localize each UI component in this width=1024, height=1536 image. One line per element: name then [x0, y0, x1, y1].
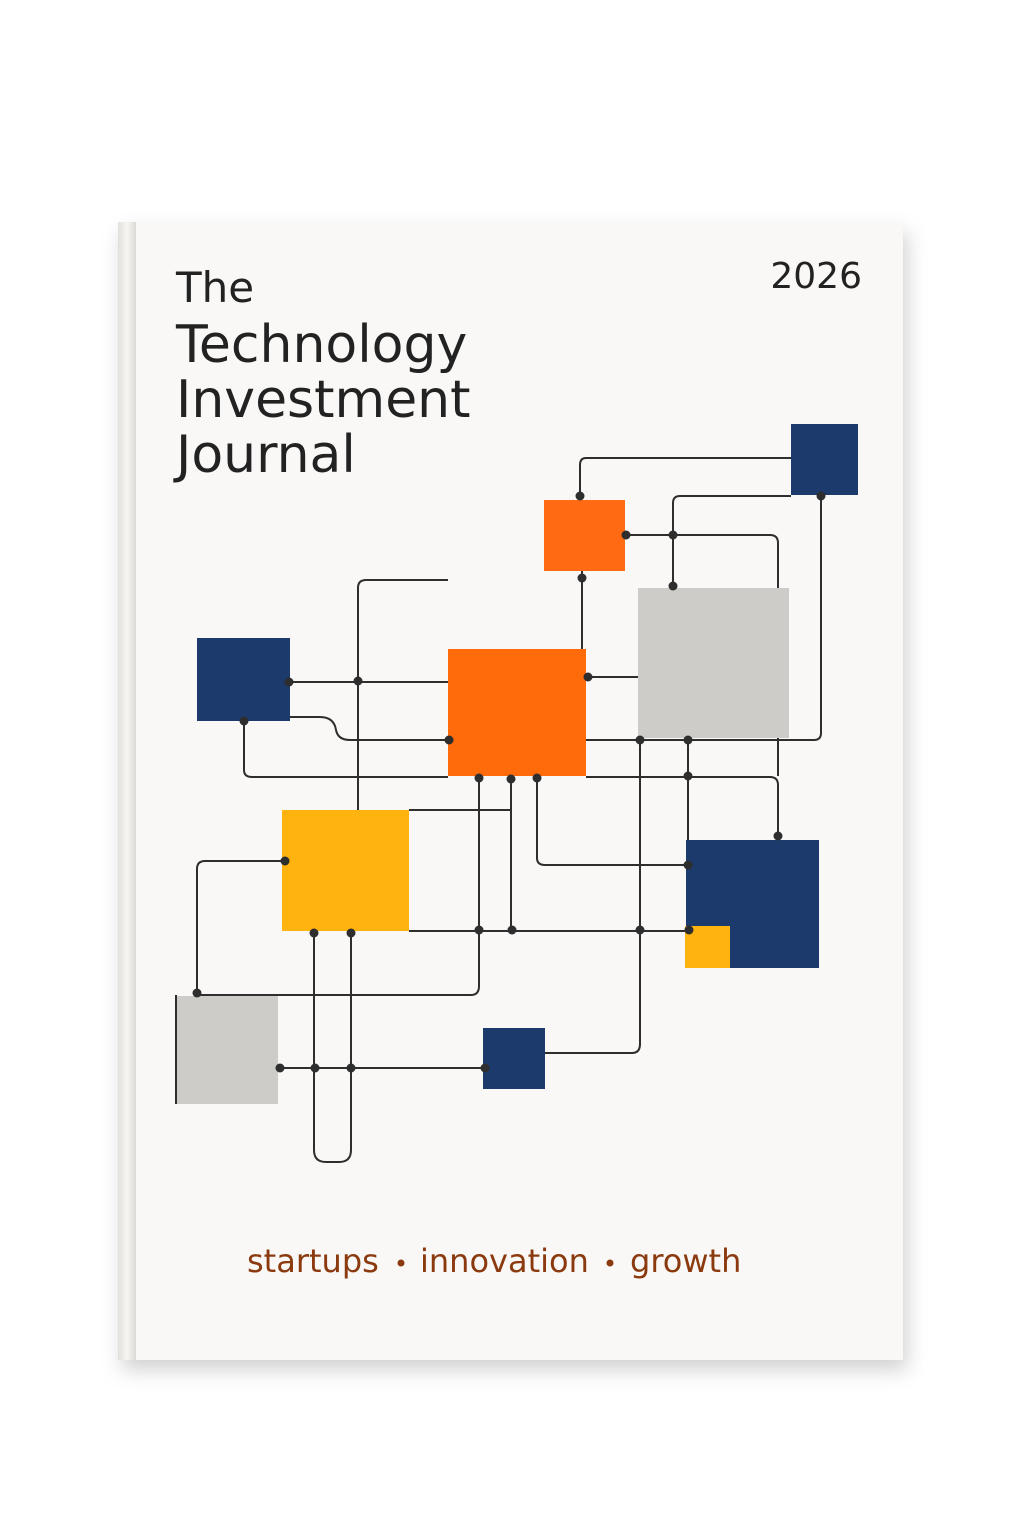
- wire: [197, 776, 480, 996]
- junction-dot: [684, 925, 694, 935]
- wire: [545, 740, 641, 1054]
- wire: [586, 495, 822, 741]
- junction-dot: [683, 860, 693, 870]
- separator-dot: [606, 1259, 614, 1267]
- junction-dot: [683, 735, 693, 745]
- blocks: [177, 424, 858, 1104]
- junction-dot: [474, 773, 484, 783]
- junction-dot: [474, 925, 484, 935]
- wire: [313, 931, 352, 1163]
- wire: [586, 776, 779, 840]
- junction-dot: [280, 856, 290, 866]
- junction-dot: [583, 672, 593, 682]
- junction-dot: [575, 491, 585, 501]
- junction-dot: [635, 735, 645, 745]
- wire: [357, 579, 448, 810]
- title-line: The: [175, 263, 254, 312]
- title-line: Technology: [175, 315, 467, 375]
- wire: [243, 721, 448, 778]
- junction-dot: [346, 928, 356, 938]
- navy-block: [483, 1028, 545, 1089]
- junction-dot: [532, 773, 542, 783]
- title-line: Investment: [176, 370, 471, 430]
- gray-block: [638, 588, 789, 738]
- gray-block: [177, 996, 278, 1104]
- junction-dot: [239, 716, 249, 726]
- junction-dot: [444, 735, 454, 745]
- junction-dot: [284, 677, 294, 687]
- wires: [175, 457, 822, 1163]
- spine: [118, 222, 136, 1360]
- navy-block: [791, 424, 858, 495]
- tagline-word: innovation: [420, 1242, 589, 1280]
- wire: [625, 534, 779, 776]
- tagline-word: growth: [630, 1242, 741, 1280]
- yellow-block: [685, 926, 730, 968]
- separator-dot: [397, 1259, 405, 1267]
- junction-dot: [275, 1063, 285, 1073]
- wire: [290, 716, 448, 741]
- junction-dot: [816, 491, 826, 501]
- junction-dot: [309, 928, 319, 938]
- junction-dot: [635, 925, 645, 935]
- tagline-word: startups: [247, 1242, 379, 1280]
- junction-dot: [310, 1063, 320, 1073]
- wire: [196, 860, 285, 995]
- title-line: Journal: [173, 425, 356, 485]
- wire: [579, 457, 791, 500]
- junction-dot: [480, 1063, 490, 1073]
- orange-block: [448, 649, 586, 776]
- junction-dot: [668, 530, 678, 540]
- wire: [536, 776, 686, 866]
- wire: [672, 495, 791, 588]
- orange-block: [544, 500, 625, 571]
- junctions: [192, 491, 826, 1073]
- yellow-block: [282, 810, 409, 931]
- junction-dot: [668, 581, 678, 591]
- year: 2026: [770, 256, 862, 297]
- junction-dot: [506, 774, 516, 784]
- junction-dot: [507, 925, 517, 935]
- junction-dot: [577, 573, 587, 583]
- junction-dot: [683, 771, 693, 781]
- junction-dot: [192, 988, 202, 998]
- junction-dot: [353, 676, 363, 686]
- navy-block: [197, 638, 290, 721]
- junction-dot: [621, 530, 631, 540]
- junction-dot: [773, 831, 783, 841]
- junction-dot: [346, 1063, 356, 1073]
